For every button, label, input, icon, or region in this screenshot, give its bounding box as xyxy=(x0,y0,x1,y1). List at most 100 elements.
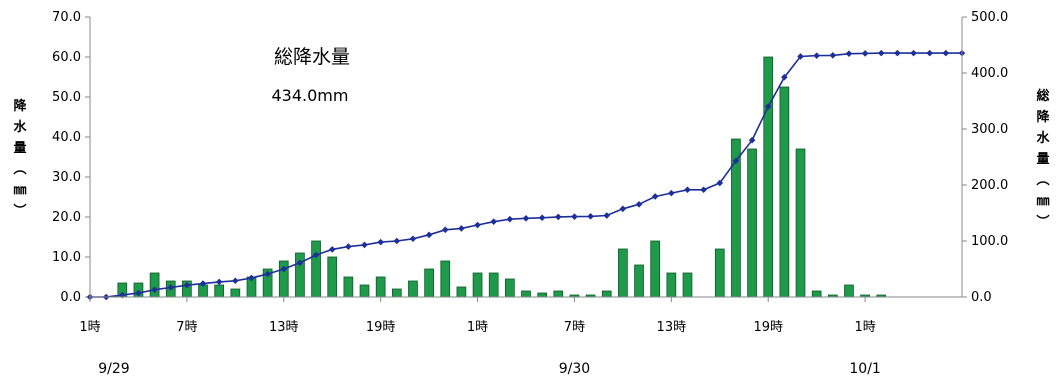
x-tick-label: 1時 xyxy=(467,320,488,335)
cumulative-point xyxy=(861,50,869,57)
cumulative-point xyxy=(280,265,288,273)
cumulative-point xyxy=(490,218,498,225)
bar xyxy=(618,248,628,298)
cumulative-point xyxy=(668,189,675,197)
bar xyxy=(375,276,386,298)
cumulative-point xyxy=(587,213,594,220)
x-tick-label: 7時 xyxy=(564,320,585,335)
bar xyxy=(601,290,612,298)
left-tick-label: 50.0 xyxy=(52,90,81,105)
bar xyxy=(230,288,241,298)
cumulative-point xyxy=(296,259,304,267)
left-tick-label: 70.0 xyxy=(52,10,81,25)
annotation-title: 総降水量 xyxy=(274,46,350,68)
x-tick-label: 19時 xyxy=(366,320,396,335)
cumulative-point xyxy=(232,277,239,285)
cumulative-point xyxy=(877,49,885,57)
bar xyxy=(343,276,354,298)
left-axis-ticks: 0.0 10.0 20.0 30.0 40.0 50.0 60.0 70.0 xyxy=(52,10,90,305)
cumulative-point xyxy=(377,238,384,246)
bar xyxy=(763,56,774,298)
cumulative-point xyxy=(199,280,207,287)
cumulative-point xyxy=(684,186,691,194)
right-axis-ticks: 0.0 100.0 200.0 300.0 400.0 500.0 xyxy=(962,10,1008,305)
cumulative-point xyxy=(716,179,724,187)
date-label: 9/29 xyxy=(98,361,129,377)
annotation-value: 434.0mm xyxy=(272,86,349,105)
cumulative-point xyxy=(312,251,320,259)
cumulative-point xyxy=(345,243,352,250)
bar xyxy=(714,248,725,298)
bar xyxy=(440,260,451,298)
left-axis-label: 降水量︵ ㎜ ︶ xyxy=(12,98,27,219)
cumulative-point xyxy=(797,53,804,60)
bar xyxy=(553,290,564,298)
cumulative-point xyxy=(506,215,514,223)
left-axis-label-text: 降水量︵ ㎜ ︶ xyxy=(12,98,27,219)
cumulative-point xyxy=(781,73,788,81)
bar xyxy=(488,272,499,298)
right-tick-label: 200.0 xyxy=(971,178,1008,193)
cumulative-point xyxy=(425,231,433,239)
cumulative-point xyxy=(603,212,611,219)
bar xyxy=(456,286,467,298)
left-tick-label: 30.0 xyxy=(52,170,81,185)
cumulative-point xyxy=(926,49,934,57)
left-tick-label: 0.0 xyxy=(60,290,81,305)
date-label: 10/1 xyxy=(849,361,880,377)
right-tick-label: 300.0 xyxy=(971,122,1008,137)
cumulative-point xyxy=(135,289,142,297)
cumulative-point xyxy=(409,235,417,243)
right-tick-label: 100.0 xyxy=(971,234,1008,249)
bar xyxy=(424,268,434,298)
x-tick-label: 13時 xyxy=(269,320,299,335)
x-axis-ticks: 1時 7時 13時 19時 1時 7時 13時 19時 1時 xyxy=(79,297,876,335)
cumulative-point xyxy=(474,221,481,229)
cumulative-point xyxy=(748,136,756,144)
cumulative-point xyxy=(635,201,643,208)
cumulative-point xyxy=(910,49,917,57)
bar xyxy=(650,240,661,298)
left-tick-label: 10.0 xyxy=(52,250,81,265)
axes xyxy=(89,17,963,298)
cumulative-point xyxy=(942,49,950,57)
cumulative-series-line xyxy=(90,52,962,298)
cumulative-point xyxy=(619,205,627,213)
cumulative-point xyxy=(361,241,368,249)
date-labels: 9/29 9/30 10/1 xyxy=(98,361,881,377)
bar xyxy=(311,240,321,298)
cumulative-point xyxy=(732,157,740,165)
bar xyxy=(779,86,790,298)
right-axis-label-text: 総降水量︵ ㎜ ︶ xyxy=(1035,88,1050,230)
bar xyxy=(811,290,822,298)
cumulative-point xyxy=(328,246,336,253)
cumulative-point xyxy=(829,52,837,59)
cumulative-point xyxy=(894,49,901,57)
bar xyxy=(634,264,644,298)
bar xyxy=(747,148,757,298)
x-tick-label: 1時 xyxy=(79,320,100,335)
bar xyxy=(472,272,483,298)
bar xyxy=(327,256,338,298)
x-tick-label: 19時 xyxy=(753,320,783,335)
cumulative-point xyxy=(248,274,255,282)
cumulative-point xyxy=(441,226,449,234)
cumulative-point xyxy=(151,286,158,294)
bar xyxy=(408,280,418,298)
bar xyxy=(795,148,806,298)
bar xyxy=(214,284,225,298)
cumulative-point xyxy=(167,284,175,291)
bar xyxy=(391,288,402,298)
right-tick-label: 400.0 xyxy=(971,66,1008,81)
cumulative-point xyxy=(264,270,271,278)
cumulative-point xyxy=(813,52,820,59)
date-label: 9/30 xyxy=(559,361,590,377)
right-tick-label: 0.0 xyxy=(971,290,992,305)
cumulative-point xyxy=(845,50,853,57)
cumulative-point xyxy=(522,215,530,222)
hourly-bars xyxy=(117,56,887,298)
bar xyxy=(537,292,547,298)
left-tick-label: 40.0 xyxy=(52,130,81,145)
cumulative-point xyxy=(215,278,223,286)
